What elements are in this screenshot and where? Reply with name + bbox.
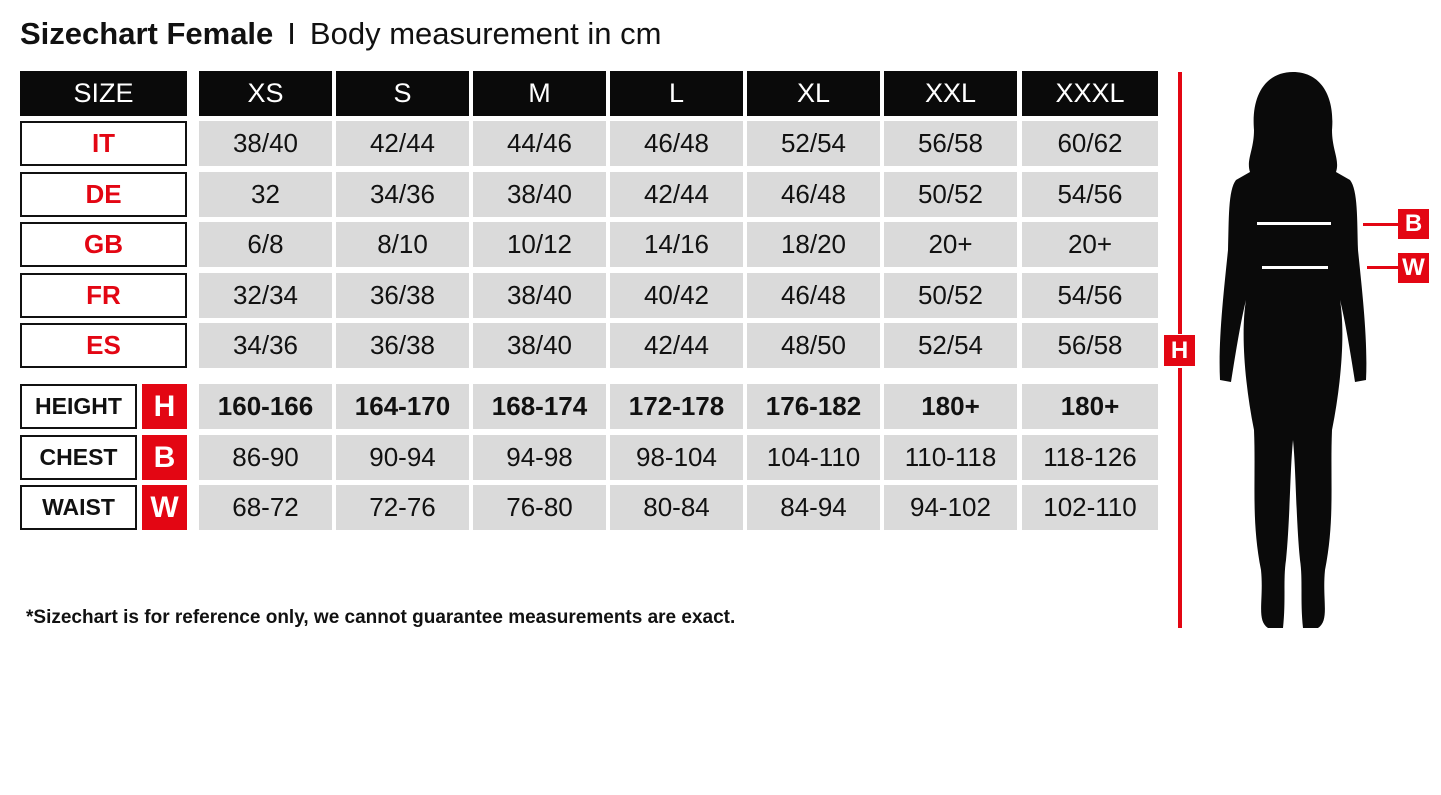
table-cell: 32 [199, 172, 332, 217]
table-cell: 46/48 [610, 121, 743, 166]
table-cell: 176-182 [747, 384, 880, 429]
size-column-header: XXXL [1022, 71, 1158, 116]
table-cell: 42/44 [610, 323, 743, 368]
chest-line [1257, 222, 1331, 225]
page-title: Sizechart Female I Body measurement in cm [20, 16, 661, 52]
table-cell: 86-90 [199, 435, 332, 480]
table-cell: 40/42 [610, 273, 743, 318]
table-cell: 56/58 [884, 121, 1017, 166]
size-column-header: S [336, 71, 469, 116]
table-cell: 10/12 [473, 222, 606, 267]
table-cell: 118-126 [1022, 435, 1158, 480]
table-cell: 110-118 [884, 435, 1017, 480]
table-cell: 38/40 [473, 172, 606, 217]
size-column-header: XS [199, 71, 332, 116]
chest-marker: B [1398, 209, 1429, 239]
table-cell: 42/44 [336, 121, 469, 166]
title-separator: I [287, 16, 296, 51]
table-cell: 54/56 [1022, 172, 1158, 217]
size-column-header: L [610, 71, 743, 116]
waist-line [1262, 266, 1328, 269]
table-cell: 36/38 [336, 273, 469, 318]
table-cell: 18/20 [747, 222, 880, 267]
table-cell: 38/40 [473, 273, 606, 318]
table-cell: 76-80 [473, 485, 606, 530]
table-cell: 50/52 [884, 172, 1017, 217]
table-cell: 48/50 [747, 323, 880, 368]
size-column-header: M [473, 71, 606, 116]
table-cell: 80-84 [610, 485, 743, 530]
size-column-header: XL [747, 71, 880, 116]
table-cell: 180+ [884, 384, 1017, 429]
table-cell: 20+ [1022, 222, 1158, 267]
table-cell: 94-102 [884, 485, 1017, 530]
country-label: ES [20, 323, 187, 368]
waist-pointer [1367, 266, 1399, 269]
size-header: SIZE [20, 71, 187, 116]
table-cell: 164-170 [336, 384, 469, 429]
measure-label: HEIGHT [20, 384, 137, 429]
waist-marker: W [1398, 253, 1429, 283]
table-cell: 102-110 [1022, 485, 1158, 530]
table-cell: 44/46 [473, 121, 606, 166]
country-label: GB [20, 222, 187, 267]
female-silhouette-icon [1219, 72, 1367, 628]
table-cell: 56/58 [1022, 323, 1158, 368]
table-cell: 38/40 [199, 121, 332, 166]
chest-pointer [1363, 223, 1399, 226]
table-cell: 172-178 [610, 384, 743, 429]
table-cell: 20+ [884, 222, 1017, 267]
measure-code-badge: W [142, 485, 187, 530]
table-cell: 68-72 [199, 485, 332, 530]
table-cell: 98-104 [610, 435, 743, 480]
table-cell: 160-166 [199, 384, 332, 429]
table-cell: 90-94 [336, 435, 469, 480]
country-label: DE [20, 172, 187, 217]
table-cell: 94-98 [473, 435, 606, 480]
table-cell: 180+ [1022, 384, 1158, 429]
table-cell: 14/16 [610, 222, 743, 267]
disclaimer-note: *Sizechart is for reference only, we can… [26, 607, 736, 628]
table-cell: 46/48 [747, 273, 880, 318]
size-column-header: XXL [884, 71, 1017, 116]
table-cell: 84-94 [747, 485, 880, 530]
table-cell: 34/36 [199, 323, 332, 368]
table-cell: 34/36 [336, 172, 469, 217]
table-cell: 52/54 [884, 323, 1017, 368]
table-cell: 54/56 [1022, 273, 1158, 318]
measure-label: CHEST [20, 435, 137, 480]
table-cell: 50/52 [884, 273, 1017, 318]
height-marker: H [1164, 335, 1195, 366]
table-cell: 52/54 [747, 121, 880, 166]
country-label: IT [20, 121, 187, 166]
title-subtitle: Body measurement in cm [309, 16, 662, 51]
table-cell: 6/8 [199, 222, 332, 267]
table-cell: 36/38 [336, 323, 469, 368]
table-cell: 8/10 [336, 222, 469, 267]
title-main: Sizechart Female [20, 16, 274, 51]
table-cell: 42/44 [610, 172, 743, 217]
table-cell: 38/40 [473, 323, 606, 368]
measure-code-badge: H [142, 384, 187, 429]
table-cell: 46/48 [747, 172, 880, 217]
country-label: FR [20, 273, 187, 318]
table-cell: 72-76 [336, 485, 469, 530]
measure-label: WAIST [20, 485, 137, 530]
table-cell: 104-110 [747, 435, 880, 480]
table-cell: 32/34 [199, 273, 332, 318]
measure-code-badge: B [142, 435, 187, 480]
table-cell: 60/62 [1022, 121, 1158, 166]
height-line [1178, 72, 1182, 628]
table-cell: 168-174 [473, 384, 606, 429]
